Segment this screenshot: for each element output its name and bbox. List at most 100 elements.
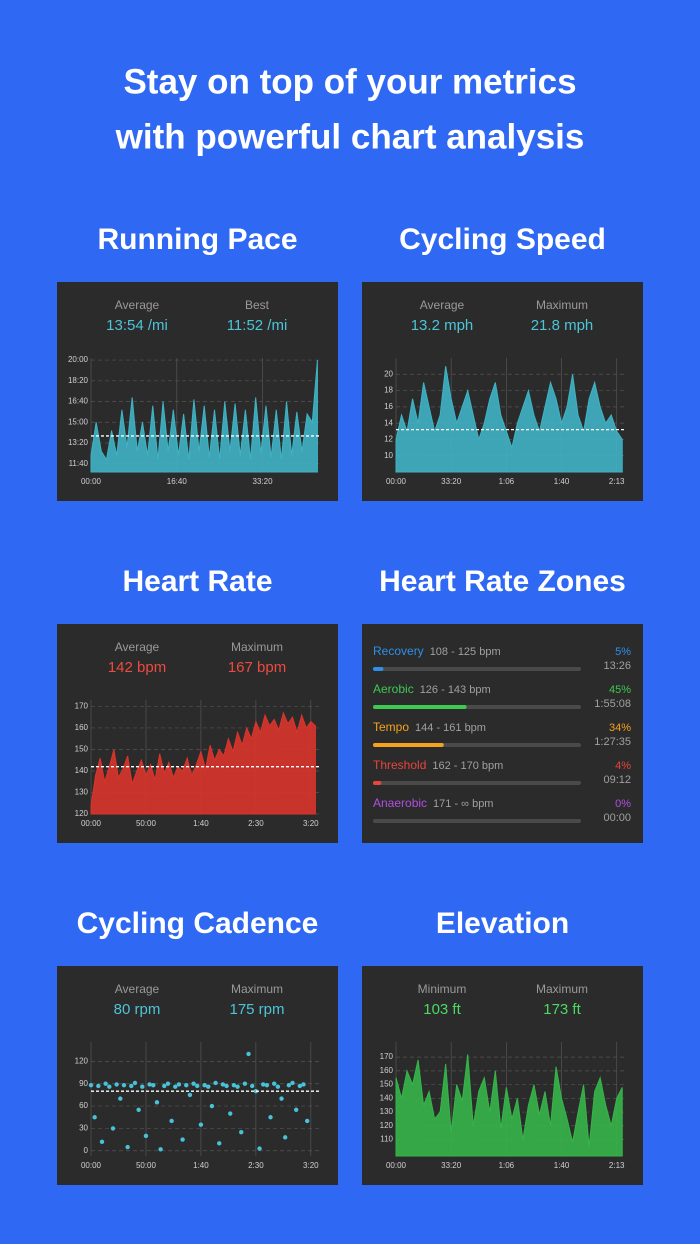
point: [103, 1081, 108, 1086]
point: [118, 1096, 123, 1101]
y-tick-label: 150: [380, 1080, 394, 1089]
stat-label: Average: [420, 298, 465, 312]
point: [96, 1083, 101, 1089]
y-tick-label: 170: [380, 1052, 394, 1061]
y-tick-label: 11:40: [69, 459, 89, 468]
zone-range: 171 - ∞ bpm: [433, 798, 493, 810]
point: [143, 1133, 149, 1139]
y-tick-label: 120: [75, 809, 89, 818]
x-tick-label: 00:00: [386, 477, 407, 486]
area: [395, 1054, 623, 1157]
point: [165, 1081, 171, 1086]
point: [293, 1107, 299, 1113]
area: [90, 711, 316, 815]
point: [114, 1082, 119, 1087]
y-tick-label: 0: [84, 1146, 89, 1155]
stat-value: 13:54 /mi: [106, 317, 168, 334]
zone-percent: 5%: [615, 646, 631, 658]
zone-name: Threshold: [373, 758, 426, 772]
y-tick-label: 90: [79, 1079, 88, 1088]
point: [257, 1146, 262, 1151]
point: [191, 1081, 196, 1086]
point: [140, 1084, 145, 1089]
point: [239, 1129, 244, 1135]
point: [151, 1083, 156, 1088]
y-tick-label: 20:00: [68, 355, 89, 364]
y-tick-label: 160: [75, 723, 89, 732]
y-tick-label: 150: [75, 745, 89, 754]
point: [125, 1144, 130, 1150]
panel: [57, 966, 338, 1185]
stat-label: Best: [245, 298, 270, 312]
zone-track: [373, 667, 581, 671]
point: [88, 1083, 94, 1088]
y-tick-label: 120: [380, 1121, 394, 1130]
x-tick-label: 33:20: [253, 477, 274, 486]
point: [184, 1083, 189, 1088]
panel-title: Running Pace: [97, 223, 297, 256]
point: [253, 1088, 259, 1094]
y-tick-label: 13:20: [68, 438, 89, 447]
zone-name: Tempo: [373, 720, 409, 734]
panel-title: Heart Rate Zones: [379, 565, 626, 598]
point: [290, 1080, 295, 1086]
x-tick-label: 1:06: [499, 1161, 515, 1170]
point: [235, 1084, 240, 1089]
point: [110, 1126, 116, 1131]
stat-value: 142 bpm: [108, 659, 166, 676]
y-tick-label: 14: [384, 418, 393, 427]
point: [272, 1081, 277, 1086]
point: [176, 1082, 182, 1087]
point: [107, 1084, 112, 1089]
y-tick-label: 160: [380, 1066, 394, 1075]
stat-label: Average: [115, 982, 160, 996]
point: [264, 1083, 270, 1088]
stat-value: 13.2 mph: [411, 317, 474, 334]
y-tick-label: 15:00: [68, 417, 89, 426]
y-tick-label: 120: [75, 1056, 89, 1065]
y-tick-label: 110: [380, 1135, 393, 1144]
x-tick-label: 00:00: [81, 1161, 102, 1170]
point: [180, 1137, 185, 1142]
zone-duration: 13:26: [603, 660, 631, 672]
x-tick-label: 2:13: [609, 477, 625, 486]
zone-bar: [373, 781, 382, 785]
stat-label: Maximum: [231, 640, 283, 654]
point: [129, 1083, 134, 1089]
point: [246, 1051, 251, 1057]
zone-percent: 4%: [615, 760, 631, 772]
x-tick-label: 50:00: [136, 819, 157, 828]
x-tick-label: 00:00: [81, 819, 102, 828]
point: [250, 1083, 255, 1089]
point: [154, 1100, 160, 1105]
x-tick-label: 3:20: [303, 819, 319, 828]
point: [282, 1135, 288, 1140]
point: [228, 1111, 233, 1116]
stat-label: Average: [115, 640, 160, 654]
point: [242, 1081, 248, 1086]
stat-label: Maximum: [536, 298, 588, 312]
x-tick-label: 50:00: [136, 1161, 157, 1170]
point: [304, 1118, 310, 1124]
x-tick-label: 2:30: [248, 819, 264, 828]
x-tick-label: 1:40: [193, 1161, 209, 1170]
y-tick-label: 20: [384, 369, 393, 378]
stat-value: 167 bpm: [228, 659, 286, 676]
y-tick-label: 130: [380, 1107, 394, 1116]
panel-title: Elevation: [436, 907, 569, 940]
headline: with powerful chart analysis: [115, 117, 585, 156]
point: [169, 1118, 174, 1124]
x-tick-label: 1:40: [193, 819, 209, 828]
point: [173, 1084, 178, 1089]
zone-name: Anaerobic: [373, 796, 427, 810]
point: [132, 1080, 138, 1086]
x-tick-label: 33:20: [441, 477, 462, 486]
zone-duration: 09:12: [603, 774, 631, 786]
zone-range: 162 - 170 bpm: [432, 760, 503, 772]
stat-label: Maximum: [231, 982, 283, 996]
zone-bar: [373, 705, 467, 709]
stat-value: 103 ft: [423, 1001, 461, 1018]
zone-duration: 1:27:35: [594, 736, 631, 748]
x-tick-label: 00:00: [81, 477, 102, 486]
